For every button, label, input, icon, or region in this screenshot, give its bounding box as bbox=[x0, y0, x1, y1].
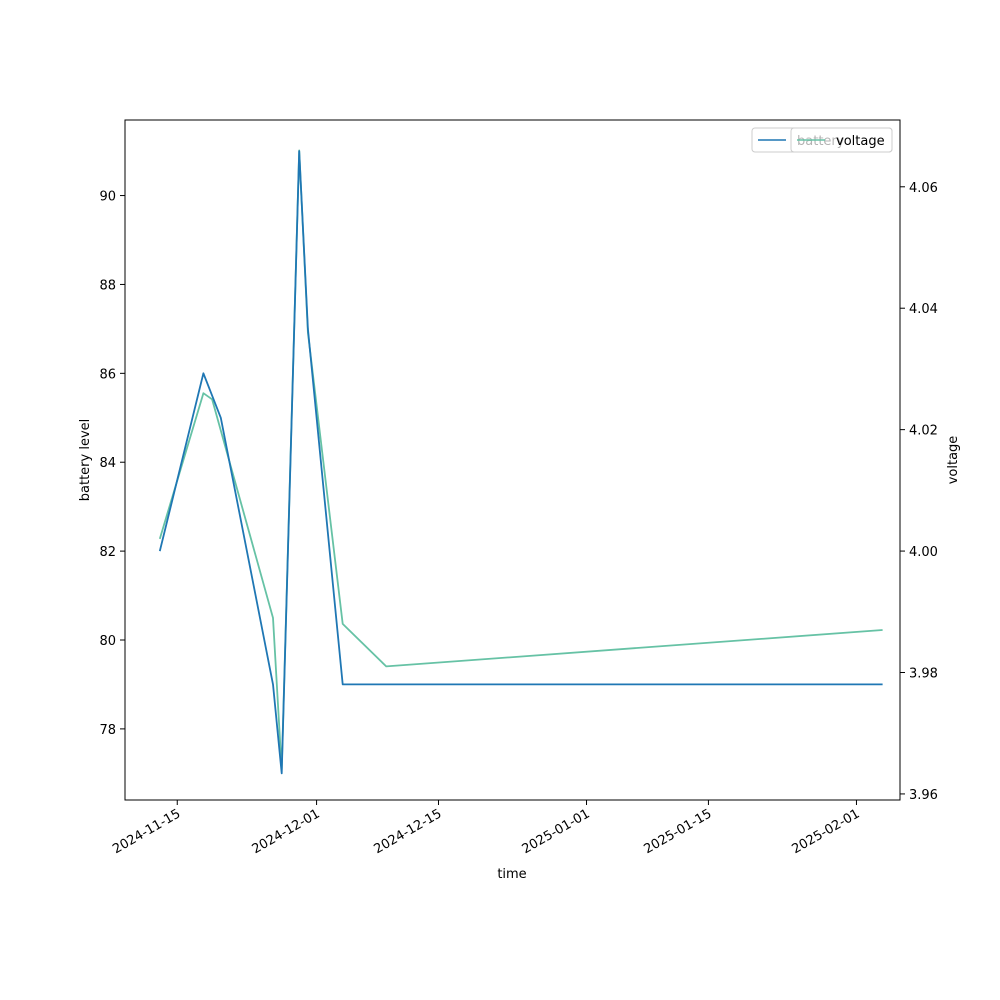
y-left-tick-label: 82 bbox=[99, 545, 116, 560]
x-tick-label: 2025-01-01 bbox=[520, 806, 593, 857]
x-axis: 2024-11-15 2024-12-01 2024-12-15 2025-01-01… bbox=[110, 800, 862, 857]
y-right-tick-label: 4.02 bbox=[909, 424, 938, 439]
y-left-tick-label: 90 bbox=[99, 190, 116, 205]
x-axis-label: time bbox=[497, 867, 526, 882]
y-right-tick-label: 4.04 bbox=[909, 302, 938, 317]
y-left-tick-label: 88 bbox=[99, 278, 116, 293]
series-layer bbox=[158, 149, 883, 775]
y-axis-left-label: battery level bbox=[78, 419, 93, 502]
y-right-tick-label: 4.00 bbox=[909, 545, 938, 560]
series-line-battery bbox=[158, 150, 883, 775]
y-axis-right-label: voltage bbox=[946, 436, 961, 485]
x-tick-label: 2024-12-15 bbox=[372, 806, 445, 857]
y-left-tick-label: 80 bbox=[99, 634, 116, 649]
x-tick-label: 2025-01-15 bbox=[641, 806, 714, 857]
y-left-tick-label: 78 bbox=[99, 723, 116, 738]
y-axis-right: 3.96 3.98 4.00 4.02 4.04 4.06 bbox=[900, 181, 938, 803]
y-left-tick-label: 84 bbox=[99, 456, 116, 471]
y-right-tick-label: 4.06 bbox=[909, 181, 938, 196]
legend-voltage-box bbox=[790, 127, 893, 153]
y-right-tick-label: 3.98 bbox=[909, 667, 938, 682]
y-left-tick-label: 86 bbox=[99, 367, 116, 382]
x-tick-label: 2024-12-01 bbox=[250, 806, 323, 857]
legend-voltage-label: voltage bbox=[836, 134, 885, 149]
y-axis-left: 78 80 82 84 86 88 90 bbox=[99, 190, 125, 738]
series-line-voltage bbox=[158, 149, 883, 771]
plot-frame bbox=[124, 119, 901, 801]
legend-voltage: voltage bbox=[790, 127, 893, 153]
x-tick-label: 2025-02-01 bbox=[790, 806, 863, 857]
x-tick-label: 2024-11-15 bbox=[110, 806, 183, 857]
y-right-tick-label: 3.96 bbox=[909, 788, 938, 803]
